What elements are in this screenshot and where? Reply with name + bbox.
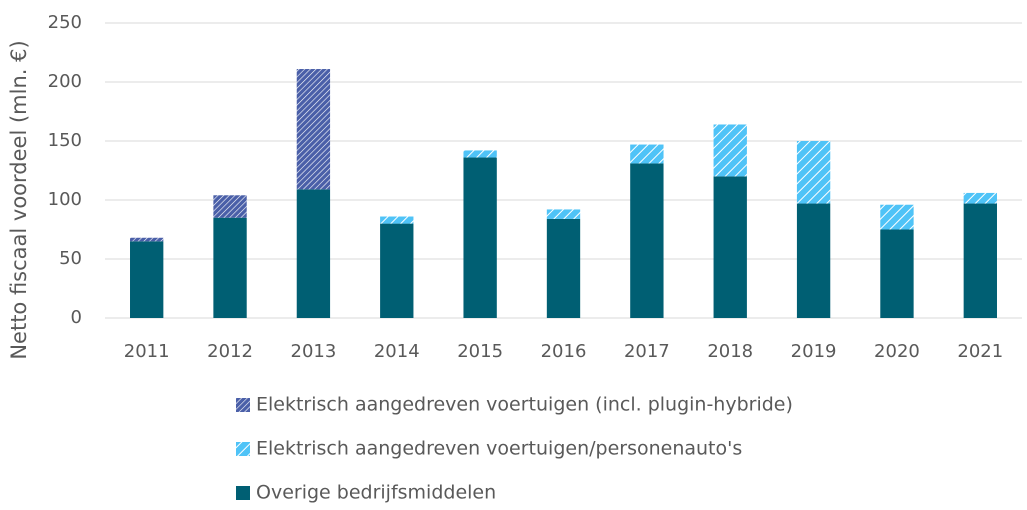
y-tick-label: 0 (71, 307, 82, 328)
legend-swatch (236, 486, 250, 500)
bar-segment (213, 195, 247, 218)
bar-segment (130, 241, 164, 318)
legend-label: Elektrisch aangedreven voertuigen (incl.… (256, 394, 793, 416)
x-tick-label: 2016 (541, 341, 587, 362)
bar-segment (630, 144, 664, 164)
y-tick-label: 250 (48, 12, 82, 33)
y-tick-label: 50 (59, 248, 82, 269)
x-tick-label: 2015 (457, 341, 503, 362)
y-axis-label: Netto fiscaal voordeel (mln. €) (7, 40, 31, 359)
bar-segment (296, 69, 331, 190)
bar-segment (296, 189, 331, 318)
legend-swatch (236, 398, 250, 412)
legend-label: Overige bedrijfsmiddelen (256, 482, 496, 504)
x-tick-label: 2020 (874, 341, 920, 362)
x-tick-label: 2014 (374, 341, 420, 362)
bar-segment (380, 216, 414, 224)
x-tick-label: 2018 (707, 341, 753, 362)
y-tick-label: 200 (48, 71, 82, 92)
bar-segment (546, 218, 581, 318)
bar-segment (963, 192, 997, 204)
bar-segment (713, 124, 747, 177)
bar-segment (713, 176, 747, 318)
y-tick-label: 100 (48, 189, 82, 210)
bar-segment (963, 203, 997, 318)
bar-segment (880, 204, 914, 230)
y-tick-label: 150 (48, 130, 82, 151)
bar-segment (130, 237, 164, 242)
bar-segment (463, 157, 497, 318)
x-tick-label: 2017 (624, 341, 670, 362)
legend-swatch (236, 442, 250, 456)
bar-segment (213, 217, 247, 318)
bar-segment (796, 203, 831, 318)
x-tick-label: 2019 (791, 341, 837, 362)
bar-segment (630, 163, 664, 318)
x-tick-label: 2013 (291, 341, 337, 362)
bar-segment (463, 150, 497, 158)
bar-segment (546, 209, 581, 219)
bar-segment (880, 229, 914, 318)
legend-label: Elektrisch aangedreven voertuigen/person… (256, 438, 742, 460)
x-tick-label: 2021 (957, 341, 1003, 362)
x-tick-label: 2012 (207, 341, 253, 362)
bar-segment (380, 223, 414, 318)
bar-segment (796, 141, 831, 204)
x-tick-label: 2011 (124, 341, 170, 362)
